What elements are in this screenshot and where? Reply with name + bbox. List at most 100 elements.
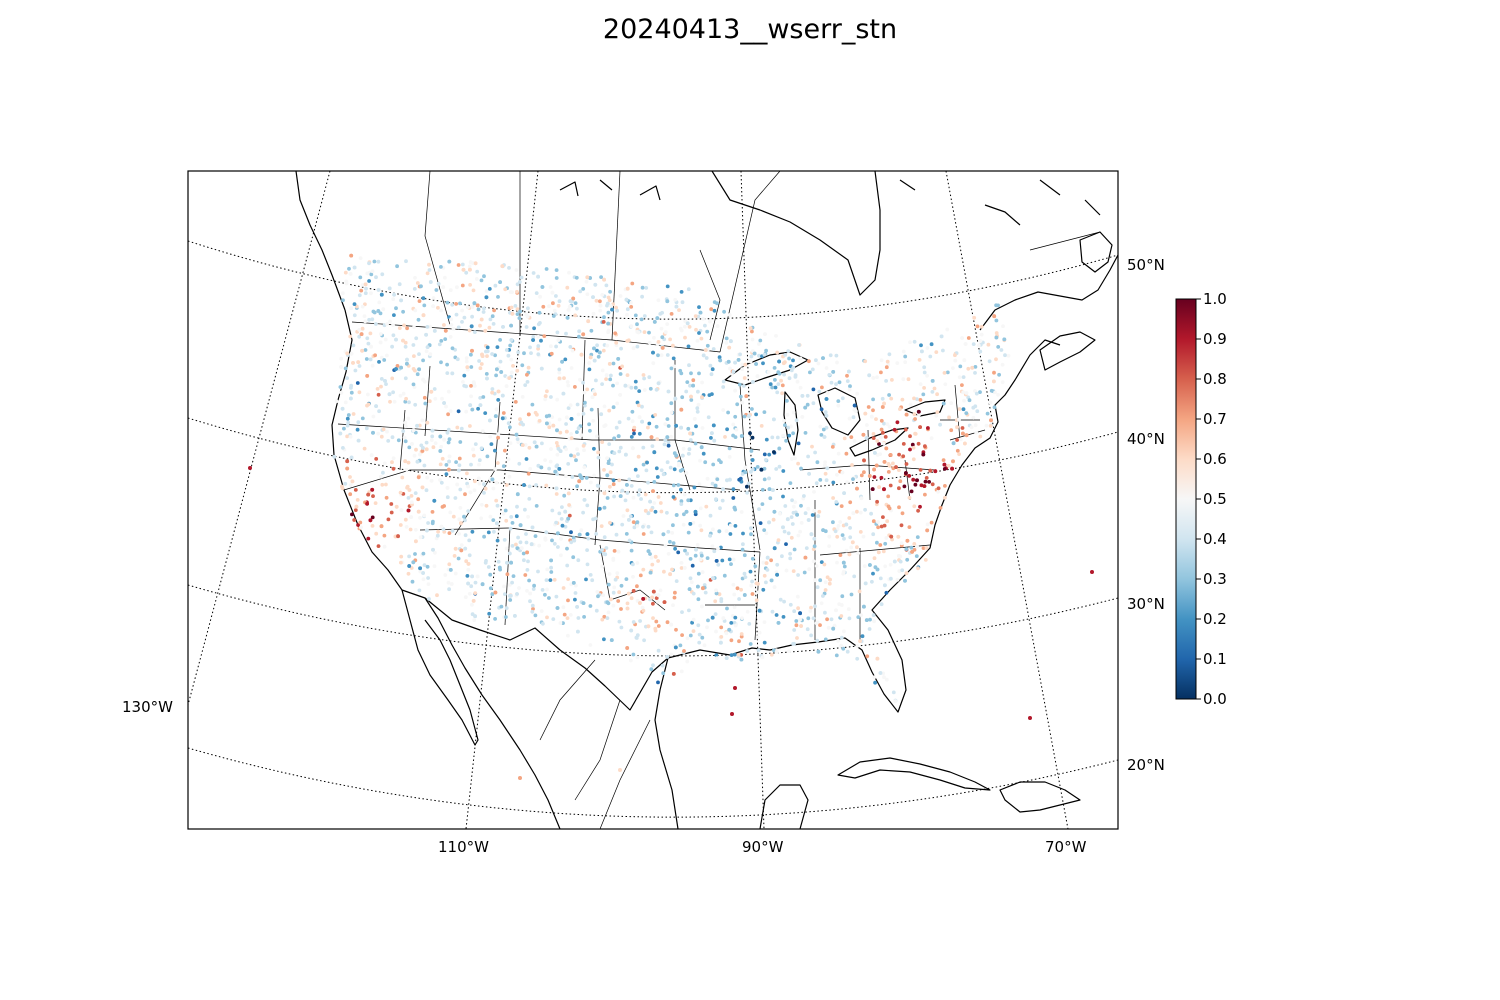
station-dot <box>604 377 608 381</box>
station-dot <box>834 353 839 358</box>
station-dot <box>749 583 754 588</box>
station-dot <box>953 358 958 363</box>
station-dot <box>719 635 724 639</box>
station-dot <box>929 436 934 441</box>
station-dot <box>781 469 786 473</box>
station-dot <box>518 523 523 528</box>
station-dot <box>663 438 668 443</box>
station-dot <box>871 436 876 440</box>
station-dot <box>841 646 846 651</box>
station-dot <box>609 373 613 378</box>
station-dot <box>855 644 860 648</box>
station-dot <box>495 538 500 543</box>
station-dot <box>555 330 560 335</box>
station-dot <box>941 348 945 353</box>
station-dot <box>460 283 465 288</box>
station-dot <box>465 481 469 486</box>
station-dot <box>942 371 947 375</box>
station-dot <box>636 474 640 478</box>
station-dot <box>689 394 693 399</box>
station-dot <box>541 304 546 309</box>
station-dot <box>717 592 722 597</box>
station-dot <box>708 319 712 324</box>
baja-california <box>401 589 479 746</box>
station-dot <box>945 327 950 332</box>
station-dot <box>356 360 361 364</box>
station-dot <box>823 588 828 592</box>
station-dot <box>539 338 543 343</box>
station-dot <box>565 380 570 384</box>
station-dot <box>666 443 671 448</box>
station-dot <box>731 369 736 374</box>
station-dot <box>714 588 718 593</box>
station-dot <box>478 403 483 407</box>
station-dot <box>653 554 658 559</box>
great-lakes-ontario <box>904 399 946 417</box>
station-dot <box>506 353 511 358</box>
station-dot <box>345 423 350 428</box>
station-dot <box>447 437 452 442</box>
station-dot <box>601 320 606 324</box>
station-dot <box>884 379 888 383</box>
station-dot <box>846 607 851 612</box>
station-dot <box>855 509 859 514</box>
station-dot <box>786 425 790 430</box>
station-dot <box>882 675 886 680</box>
station-dot <box>493 590 498 595</box>
station-dot <box>508 593 513 598</box>
mexico-west-coast <box>424 597 561 829</box>
station-dot <box>564 474 568 479</box>
station-dot <box>504 606 509 610</box>
station-dot <box>425 325 430 329</box>
station-dot <box>629 435 634 439</box>
station-dot <box>525 380 530 384</box>
station-dot <box>569 366 574 370</box>
station-dot <box>728 523 733 528</box>
station-dot <box>748 569 753 574</box>
station-dot <box>613 331 618 336</box>
station-dot <box>883 564 888 569</box>
station-dot <box>248 466 252 470</box>
station-dot <box>565 285 570 290</box>
station-dot <box>421 358 425 363</box>
station-dot <box>405 326 409 331</box>
station-dot <box>917 358 922 362</box>
station-dot <box>525 372 529 377</box>
station-dot <box>514 514 519 519</box>
station-dot <box>605 301 610 306</box>
station-dot <box>680 300 685 305</box>
station-dot <box>544 578 549 582</box>
station-dot <box>573 301 578 305</box>
station-dot <box>795 594 800 599</box>
station-dot <box>533 534 538 538</box>
station-dot <box>480 582 485 587</box>
station-dot <box>731 582 736 587</box>
station-dot <box>397 282 402 287</box>
station-dot <box>916 409 921 414</box>
station-dot <box>467 591 472 596</box>
station-dot <box>881 549 886 554</box>
station-dot <box>930 390 935 394</box>
station-dot <box>446 427 451 432</box>
station-dot <box>623 498 628 503</box>
station-dot <box>731 422 736 427</box>
station-dot <box>516 350 521 355</box>
station-dot <box>478 396 483 400</box>
station-dot <box>654 596 659 600</box>
station-dot <box>488 586 493 591</box>
station-dot <box>602 277 606 282</box>
station-dot <box>607 442 612 446</box>
station-dot <box>824 397 829 401</box>
station-dot <box>721 408 726 412</box>
station-dot <box>689 398 694 402</box>
station-dot <box>888 562 893 567</box>
station-dot <box>592 473 596 478</box>
station-dot <box>583 400 587 405</box>
station-dot <box>555 606 560 610</box>
station-dot <box>421 446 425 450</box>
station-dot <box>378 332 383 336</box>
station-dot <box>711 347 716 351</box>
station-dot <box>528 345 532 350</box>
station-dot <box>736 358 741 362</box>
station-dot <box>472 618 477 623</box>
